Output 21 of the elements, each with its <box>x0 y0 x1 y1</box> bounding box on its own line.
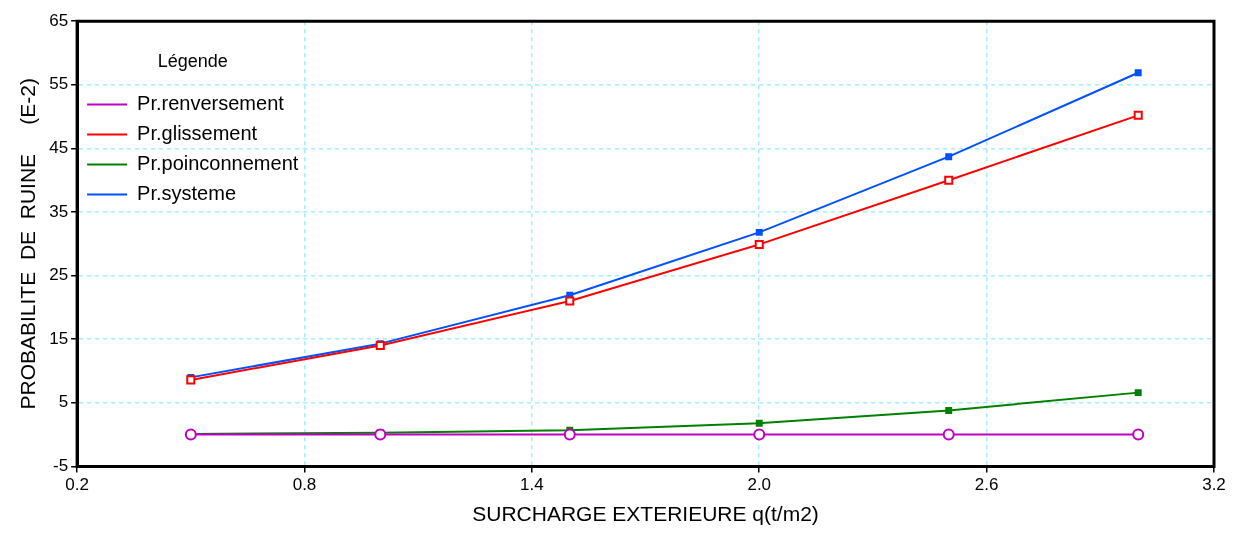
x-tick-label: 3.2 <box>1202 475 1226 495</box>
x-tick-label: 2.0 <box>747 475 772 495</box>
y-tick-label: 55 <box>49 74 69 94</box>
x-tick-label: 2.6 <box>974 475 999 495</box>
y-tick-label: 15 <box>49 328 69 348</box>
x-tick-label: 0.2 <box>65 475 89 495</box>
y-tick-label: 5 <box>58 392 69 412</box>
x-tick-label: 1.4 <box>520 475 544 495</box>
y-tick-label: 45 <box>49 138 69 158</box>
legend-label: Pr.systeme <box>137 182 237 205</box>
legend-label: Pr.poinconnement <box>137 152 299 175</box>
y-tick-label: 25 <box>49 265 69 285</box>
legend-label: Pr.glissement <box>137 122 258 145</box>
x-tick-label: 0.8 <box>292 475 317 495</box>
x-axis-title: SURCHARGE EXTERIEURE q(t/m2) <box>472 502 819 526</box>
y-axis-title: PROBABILITE DE RUINE (E-2) <box>16 78 40 410</box>
y-tick-label: -5 <box>52 456 69 476</box>
y-tick-label: 65 <box>49 10 69 30</box>
legend-label: Pr.renversement <box>137 92 285 115</box>
y-tick-label: 35 <box>49 201 69 221</box>
legend-title: Légende <box>157 50 228 71</box>
